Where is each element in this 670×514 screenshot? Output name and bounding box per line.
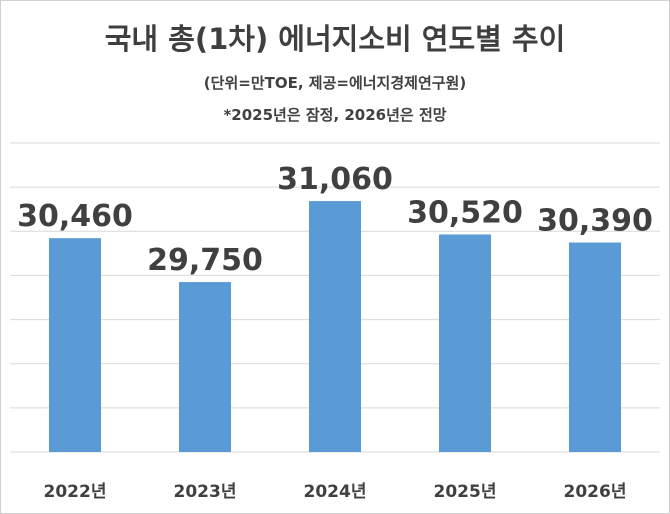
bar-2023 xyxy=(179,282,231,452)
x-tick-label: 2026년 xyxy=(564,482,627,502)
x-tick-label: 2023년 xyxy=(174,482,237,502)
data-label: 30,520 xyxy=(407,195,523,230)
bar-2025 xyxy=(439,234,491,452)
data-label: 29,750 xyxy=(147,243,263,278)
x-tick-label: 2024년 xyxy=(304,482,367,502)
x-tick-label: 2025년 xyxy=(434,482,497,502)
data-label: 30,390 xyxy=(537,203,653,238)
bar-2022 xyxy=(49,238,101,452)
bar-2026 xyxy=(569,242,621,452)
data-label: 31,060 xyxy=(277,162,393,197)
data-label: 30,460 xyxy=(17,199,133,234)
chart-note: *2025년은 잠정, 2026년은 전망 xyxy=(223,106,447,124)
x-tick-label: 2022년 xyxy=(44,482,107,502)
chart-subtitle: (단위=만TOE, 제공=에너지경제연구원) xyxy=(203,74,467,92)
bar-2024 xyxy=(309,201,361,452)
bars xyxy=(49,201,621,452)
data-labels: 30,460 29,750 31,060 30,520 30,390 xyxy=(17,162,653,278)
x-tick-labels: 2022년 2023년 2024년 2025년 2026년 xyxy=(44,482,627,502)
chart-title: 국내 총(1차) 에너지소비 연도별 추이 xyxy=(104,22,566,56)
